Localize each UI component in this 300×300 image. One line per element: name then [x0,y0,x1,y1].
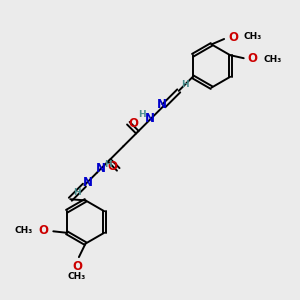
Text: H: H [182,80,189,89]
Text: O: O [108,160,118,173]
Text: CH₃: CH₃ [264,55,282,64]
Text: CH₃: CH₃ [68,272,86,281]
Text: CH₃: CH₃ [14,226,32,235]
Text: O: O [228,31,238,44]
Text: N: N [145,112,155,125]
Text: H: H [138,110,146,119]
Text: O: O [38,224,48,238]
Text: O: O [248,52,258,65]
Text: H: H [104,160,112,169]
Text: O: O [129,117,139,130]
Text: O: O [72,260,82,274]
Text: CH₃: CH₃ [244,32,262,41]
Text: N: N [96,162,106,175]
Text: N: N [82,176,92,189]
Text: N: N [157,98,167,111]
Text: H: H [73,188,81,197]
